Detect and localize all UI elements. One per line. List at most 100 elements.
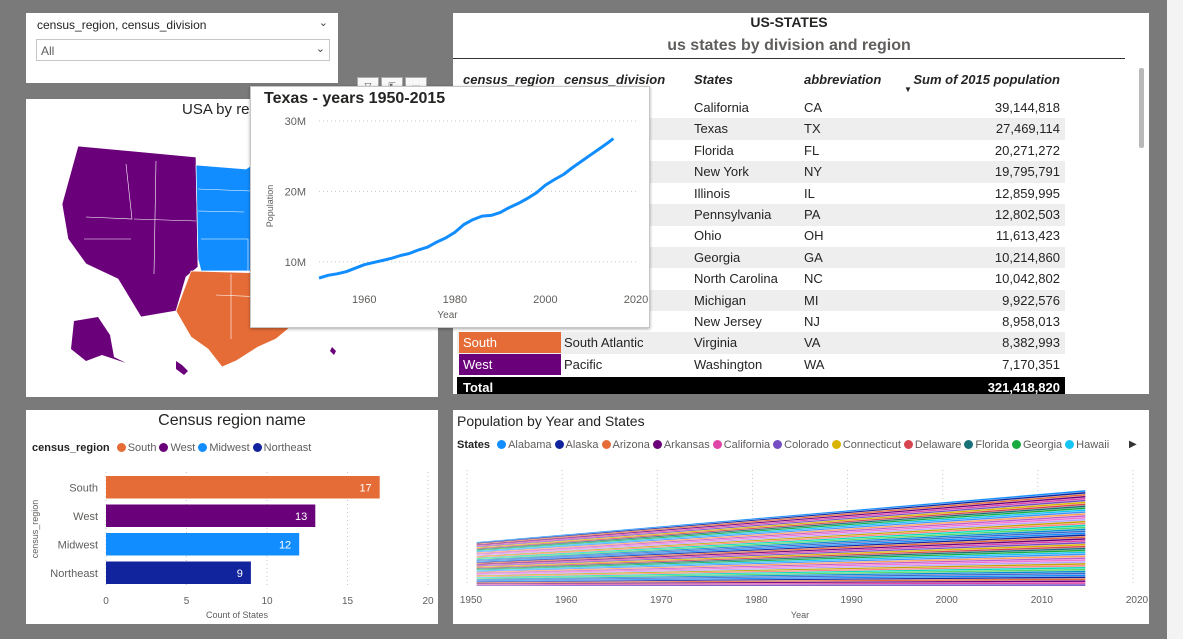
header-divider xyxy=(453,58,1125,59)
x-tick-label: 1960 xyxy=(352,294,376,306)
bar-data-label: 17 xyxy=(359,482,371,494)
table-cell: FL xyxy=(804,142,820,158)
bar-data-label: 12 xyxy=(279,539,291,551)
legend-item[interactable]: Georgia xyxy=(1012,439,1062,451)
legend-item[interactable]: Hawaii xyxy=(1065,439,1109,451)
x-tick-label: 2020 xyxy=(1126,595,1149,606)
table-cell: 8,382,993 xyxy=(1002,335,1060,351)
table-cell: Pacific xyxy=(564,356,603,372)
column-header[interactable]: abbreviation xyxy=(804,72,882,87)
legend-item[interactable]: Midwest xyxy=(198,442,250,454)
table-cell: TX xyxy=(804,121,821,137)
legend-item[interactable]: Florida xyxy=(964,439,1009,451)
legend-label: Florida xyxy=(975,439,1009,451)
legend-item[interactable]: Northeast xyxy=(252,442,312,454)
legend-label: South xyxy=(127,442,157,454)
area-chart-svg[interactable]: 1950 1960 1970 1980 1990 2000 2010 2020 Year xyxy=(453,410,1149,624)
legend-item[interactable]: Colorado xyxy=(773,439,829,451)
legend-dot-icon xyxy=(497,440,507,449)
bar-data-label: 9 xyxy=(237,568,243,580)
legend-item[interactable]: Alabama xyxy=(497,439,552,451)
table-cell: California xyxy=(694,100,749,115)
population-area-chart[interactable]: Population by Year and States States Ala… xyxy=(453,410,1149,624)
legend-item[interactable]: California xyxy=(712,439,770,451)
legend-item[interactable]: Arizona xyxy=(601,439,650,451)
texas-line-chart: 10M 20M 30M 1960 1980 2000 2020 Year Population xyxy=(265,116,648,321)
bar xyxy=(106,476,380,499)
region-division-slicer[interactable]: census_region, census_division ⌄ All ⌄ xyxy=(26,13,338,83)
table-cell: Washington xyxy=(694,356,763,372)
legend-item[interactable]: Connecticut xyxy=(831,439,901,451)
chevron-down-icon[interactable]: ⌄ xyxy=(315,43,325,55)
table-cell: Pennsylvania xyxy=(694,207,772,222)
bar-chart-svg[interactable]: 0 5 10 15 20 Count of States census_region Sout… xyxy=(26,410,438,624)
us-states-table-visual[interactable]: US-STATES us states by division and regi… xyxy=(453,13,1149,394)
table-row[interactable]: West Pacific Washington WA 7,170,351 xyxy=(457,353,1065,376)
table-cell: 7,170,351 xyxy=(1002,356,1060,372)
table-cell: Georgia xyxy=(694,249,741,265)
table-cell: 10,214,860 xyxy=(994,249,1060,265)
slicer-selected-value: All xyxy=(41,44,55,58)
legend-dot-icon xyxy=(1012,440,1021,449)
table-row[interactable]: California CA 39,144,818 xyxy=(457,97,1065,119)
states-table[interactable]: census_region census_division States abbrev… xyxy=(457,63,1065,394)
column-header[interactable]: census_region xyxy=(463,72,555,87)
legend-item[interactable]: South xyxy=(116,442,157,454)
table-cell: Texas xyxy=(694,121,728,137)
legend-item[interactable]: Alaska xyxy=(554,439,599,451)
census-region-bar-chart[interactable]: Census region name census_region South We… xyxy=(26,410,438,624)
table-cell: 12,859,995 xyxy=(994,185,1060,201)
table-cell: 20,271,272 xyxy=(994,142,1060,158)
table-row[interactable]: South South Atlantic Virginia VA 8,382,993 xyxy=(457,332,1065,354)
table-total-row: Total 321,418,820 xyxy=(457,377,1065,394)
canvas-scroll-strip[interactable] xyxy=(1167,0,1183,639)
table-scrollbar[interactable] xyxy=(1139,68,1144,148)
sort-descending-icon: ▼ xyxy=(904,85,912,94)
legend-label: Alabama xyxy=(508,439,552,451)
legend-item[interactable]: Delaware xyxy=(903,439,961,451)
table-cell: Ohio xyxy=(694,228,722,244)
x-tick-label: 5 xyxy=(184,596,190,607)
legend-label: Georgia xyxy=(1023,439,1063,451)
slicer-title: census_region, census_division xyxy=(37,18,207,32)
table-cell: Virginia xyxy=(694,335,738,351)
legend-label: Hawaii xyxy=(1076,439,1110,451)
column-header[interactable]: Sum of 2015 population xyxy=(913,72,1060,87)
slicer-collapse-chevron-icon[interactable]: ⌄ xyxy=(318,17,328,29)
legend-label: Connecticut xyxy=(842,439,901,451)
table-row[interactable]: New Jersey NJ 8,958,013 xyxy=(457,311,1065,333)
legend-dot-icon xyxy=(903,440,913,449)
legend-dot-icon xyxy=(159,443,169,452)
legend-label: Northeast xyxy=(263,442,312,454)
slicer-dropdown[interactable]: All ⌄ xyxy=(36,39,330,61)
area-band xyxy=(476,583,1086,587)
legend-item[interactable]: West xyxy=(159,442,195,454)
table-cell: NJ xyxy=(804,314,820,329)
legend-next-arrow-icon[interactable]: ▶ xyxy=(1129,439,1137,450)
legend-dot-icon xyxy=(1065,440,1075,449)
column-header[interactable]: States xyxy=(694,72,734,87)
table-cell: Florida xyxy=(694,142,734,158)
table-cell: Michigan xyxy=(694,292,747,308)
legend-dot-icon xyxy=(652,440,662,449)
region-color-cell xyxy=(459,353,561,375)
table-row[interactable]: North Carolina NC 10,042,802 xyxy=(457,268,1065,290)
column-header[interactable]: census_division xyxy=(564,72,666,87)
bar xyxy=(106,561,251,584)
category-label: Northeast xyxy=(50,568,98,580)
legend-label: West xyxy=(170,442,196,454)
category-label: South xyxy=(69,482,98,494)
table-row[interactable]: Florida FL 20,271,272 xyxy=(457,140,1065,162)
x-tick-label: 1960 xyxy=(555,595,578,606)
legend-item[interactable]: Arkansas xyxy=(652,439,710,451)
table-cell: GA xyxy=(804,249,823,265)
table-header-row: census_region census_division States abbrev… xyxy=(457,69,1065,91)
y-tick-label: 20M xyxy=(285,186,306,198)
table-cell: Illinois xyxy=(694,185,731,201)
x-tick-label: 10 xyxy=(261,596,273,607)
x-tick-label: 2000 xyxy=(936,595,959,606)
x-tick-label: 2000 xyxy=(533,294,557,306)
table-subtitle: us states by division and region xyxy=(667,37,911,54)
table-cell: 12,802,503 xyxy=(994,207,1060,222)
legend-label: Midwest xyxy=(209,442,250,454)
